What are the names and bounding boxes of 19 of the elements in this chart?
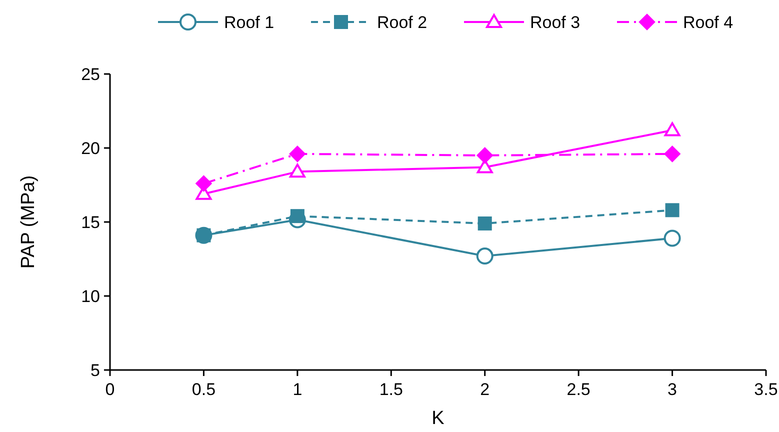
x-tick-label: 2.5 <box>566 380 590 399</box>
y-tick-label: 10 <box>81 287 100 306</box>
x-tick-label: 3.5 <box>754 380 778 399</box>
y-axis-title: PAP (MPa) <box>18 175 39 269</box>
x-tick-label: 0.5 <box>192 380 216 399</box>
x-tick-label: 2 <box>480 380 490 399</box>
legend-label: Roof 2 <box>377 13 428 32</box>
legend-label: Roof 3 <box>530 13 580 32</box>
y-tick-label: 25 <box>81 65 100 84</box>
x-tick-label: 0 <box>105 380 115 399</box>
x-tick-label: 3 <box>668 380 678 399</box>
legend-label: Roof 1 <box>224 13 274 32</box>
x-tick-label: 1.5 <box>379 380 403 399</box>
x-axis-title: K <box>432 408 445 429</box>
y-tick-label: 15 <box>81 213 100 232</box>
x-tick-label: 1 <box>292 380 302 399</box>
y-tick-label: 20 <box>81 139 100 158</box>
y-tick-label: 5 <box>90 361 100 380</box>
legend-label: Roof 4 <box>683 13 734 32</box>
